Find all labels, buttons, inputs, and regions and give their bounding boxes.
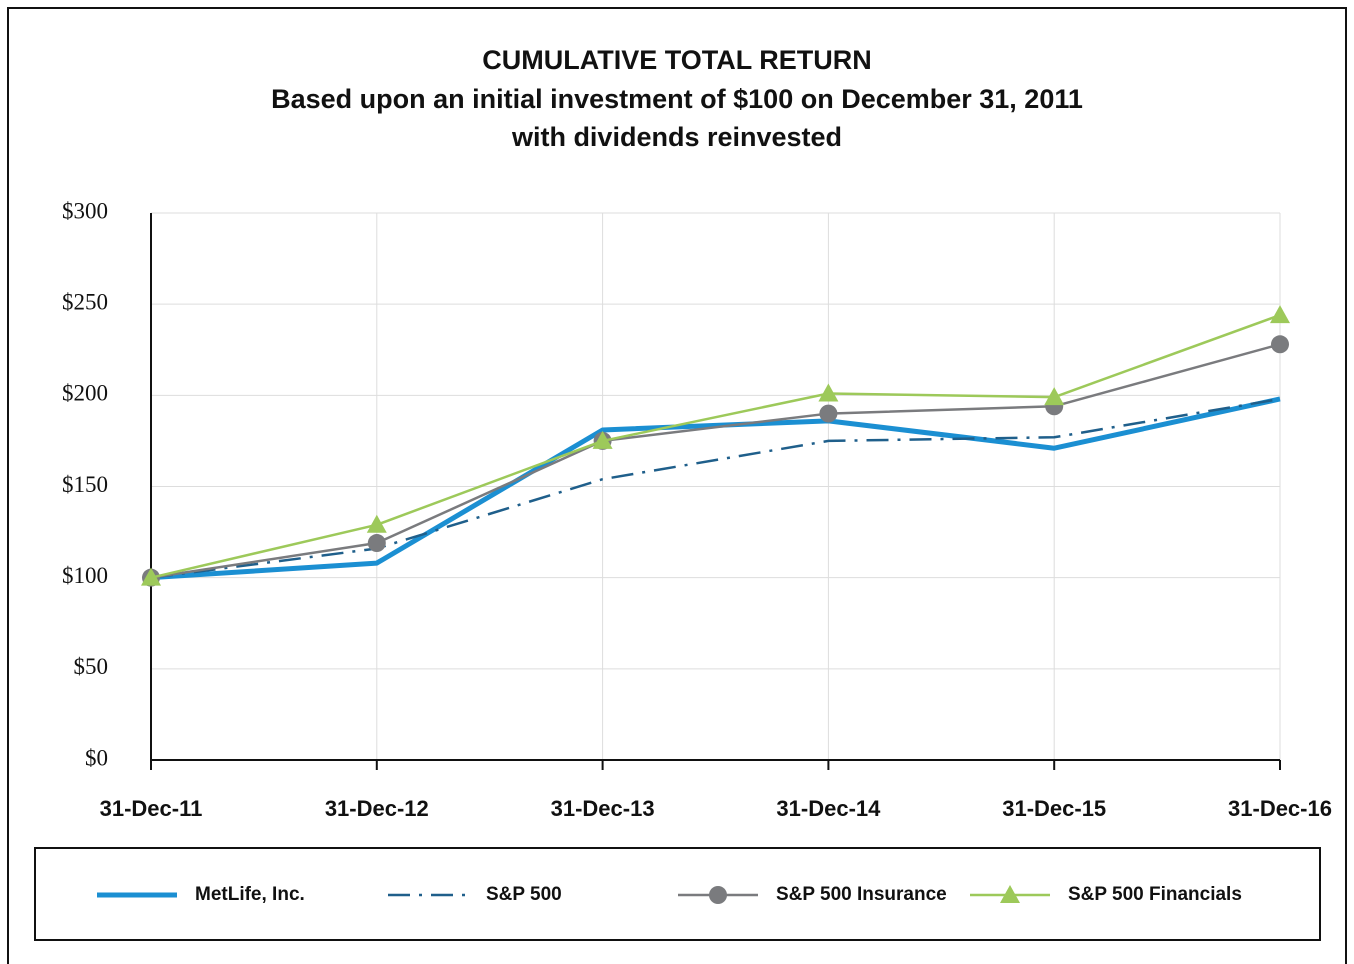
y-tick-label: $50 bbox=[74, 654, 109, 679]
legend-label: S&P 500 Financials bbox=[1068, 884, 1242, 905]
x-tick-label: 31-Dec-11 bbox=[100, 796, 203, 821]
y-tick-label: $150 bbox=[62, 472, 108, 497]
series-line bbox=[150, 343, 1281, 579]
legend-label: S&P 500 bbox=[486, 884, 562, 905]
chart-title: CUMULATIVE TOTAL RETURN bbox=[482, 45, 871, 75]
series-line bbox=[150, 396, 1281, 581]
y-tick-label: $200 bbox=[62, 381, 108, 406]
series-line bbox=[150, 397, 1281, 579]
marker bbox=[1271, 335, 1289, 354]
x-tick-label: 31-Dec-14 bbox=[776, 796, 881, 821]
legend-label: MetLife, Inc. bbox=[195, 884, 305, 905]
legend-label: S&P 500 Insurance bbox=[776, 884, 947, 905]
y-tick-label: $300 bbox=[62, 198, 108, 223]
marker bbox=[1044, 387, 1065, 406]
x-tick-label: 31-Dec-15 bbox=[1002, 796, 1106, 821]
marker bbox=[366, 514, 387, 533]
y-tick-label: $100 bbox=[62, 563, 108, 588]
marker bbox=[1270, 305, 1290, 324]
marker bbox=[1000, 885, 1020, 903]
frame bbox=[7, 7, 1347, 964]
marker bbox=[367, 534, 386, 553]
x-tick-label: 31-Dec-16 bbox=[1228, 796, 1332, 821]
marker bbox=[709, 886, 727, 904]
marker bbox=[819, 404, 838, 423]
marker bbox=[818, 383, 839, 402]
y-tick-label: $0 bbox=[85, 745, 108, 770]
x-tick-label: 31-Dec-12 bbox=[325, 796, 429, 821]
marker bbox=[141, 567, 161, 586]
chart-subtitle: Based upon an initial investment of $100… bbox=[271, 84, 1083, 114]
chart-subtitle: with dividends reinvested bbox=[511, 122, 842, 152]
legend-box bbox=[34, 847, 1321, 941]
marker bbox=[592, 430, 613, 449]
y-tick-label: $250 bbox=[62, 289, 108, 314]
x-tick-label: 31-Dec-13 bbox=[551, 796, 655, 821]
series-line bbox=[150, 313, 1281, 579]
